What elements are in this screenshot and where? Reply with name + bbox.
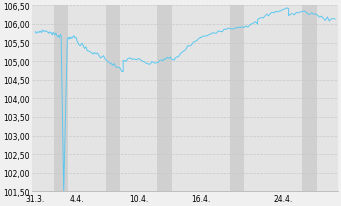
Bar	[302, 6, 316, 192]
Bar	[157, 6, 172, 192]
Bar	[106, 6, 120, 192]
Bar	[229, 6, 244, 192]
Bar	[54, 6, 68, 192]
